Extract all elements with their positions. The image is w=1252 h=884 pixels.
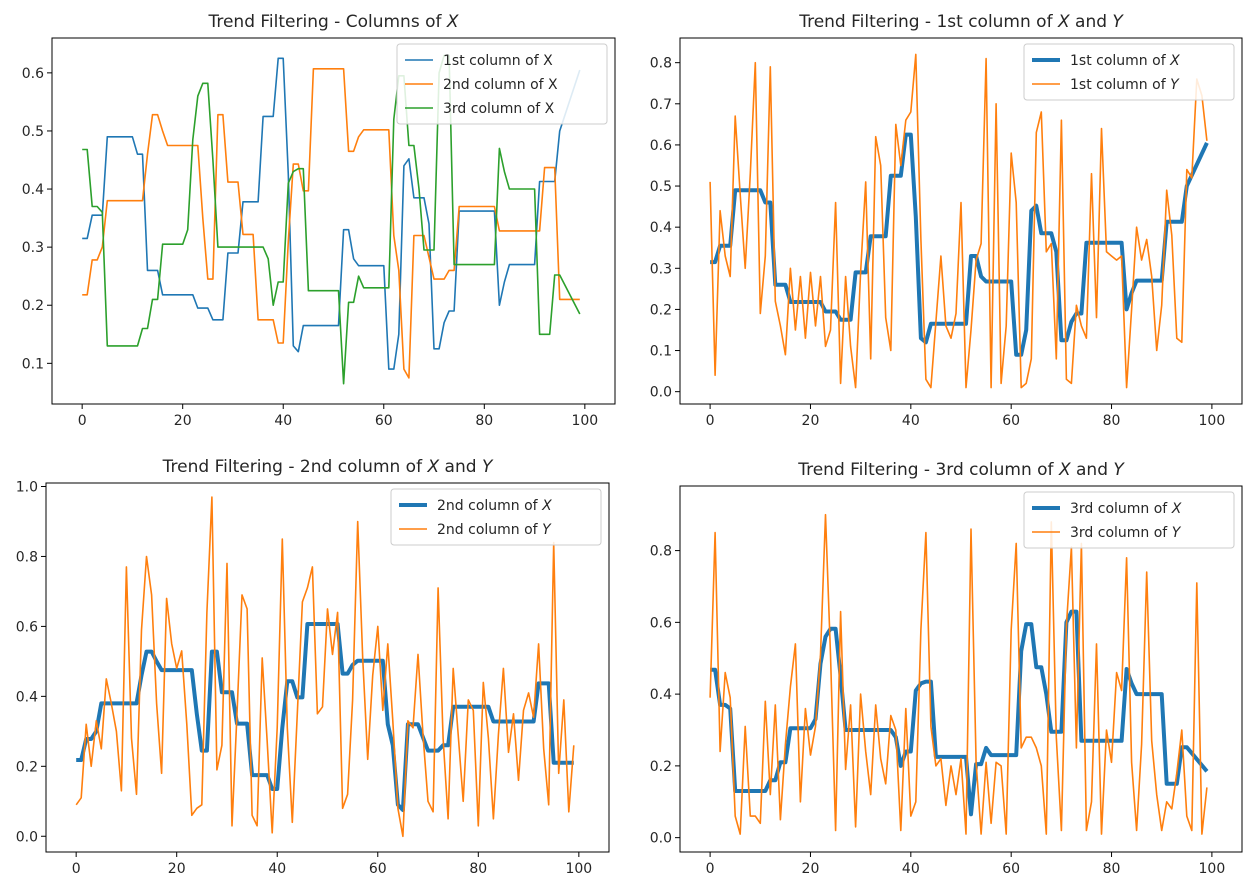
y-tick-label: 0.5 bbox=[22, 124, 44, 140]
x-tick-label: 20 bbox=[174, 413, 192, 429]
y-tick-label: 0.4 bbox=[16, 689, 38, 705]
series-line-2 bbox=[709, 513, 1208, 835]
series-group bbox=[709, 53, 1209, 389]
chart-title: Trend Filtering - 2nd column of X and Y bbox=[162, 457, 494, 477]
y-tick-label: 0.2 bbox=[650, 302, 672, 318]
legend-box bbox=[390, 488, 602, 546]
subplot-1: 0 20 40 60 80 100 0.1 0.2 0.3 0.4 0.5 0.6 Trend Filt… bbox=[22, 12, 616, 429]
x-tick-label: 40 bbox=[268, 861, 286, 877]
y-tick-label: 0.2 bbox=[22, 298, 44, 314]
x-tick-label: 40 bbox=[274, 413, 292, 429]
x-tick-label: 80 bbox=[469, 861, 487, 877]
series-group bbox=[709, 513, 1209, 835]
chart-title: Trend Filtering - 3rd column of X and Y bbox=[797, 460, 1125, 480]
legend: 1st column of X 1st column of Y bbox=[1023, 43, 1235, 101]
axes-frame bbox=[51, 37, 616, 405]
y-tick-label: 0.3 bbox=[650, 261, 672, 277]
x-tick-label: 20 bbox=[802, 413, 820, 429]
series-line-2 bbox=[82, 68, 580, 379]
x-tick-label: 40 bbox=[902, 861, 920, 877]
y-tick-label: 0.0 bbox=[650, 831, 672, 847]
x-tick-label: 0 bbox=[706, 861, 715, 877]
x-tick-label: 60 bbox=[369, 861, 387, 877]
legend-label: 3rd column of X bbox=[443, 101, 555, 117]
y-tick-label: 0.5 bbox=[650, 179, 672, 195]
legend: 2nd column of X 2nd column of Y bbox=[390, 488, 602, 546]
x-tick-label: 100 bbox=[565, 861, 592, 877]
x-tick-label: 100 bbox=[571, 413, 598, 429]
legend-label: 3rd column of Y bbox=[1070, 525, 1182, 541]
y-tick-label: 0.2 bbox=[650, 759, 672, 775]
x-tick-label: 60 bbox=[375, 413, 393, 429]
y-tick-label: 1.0 bbox=[16, 479, 38, 495]
series-group bbox=[75, 496, 575, 838]
legend-label: 2nd column of Y bbox=[437, 522, 552, 538]
y-tick-label: 0.8 bbox=[16, 549, 38, 565]
series-group bbox=[82, 54, 581, 385]
x-tick-label: 0 bbox=[72, 861, 81, 877]
x-tick-label: 80 bbox=[475, 413, 493, 429]
y-tick-label: 0.4 bbox=[22, 182, 44, 198]
chart-title: Trend Filtering - 1st column of X and Y bbox=[798, 12, 1124, 32]
legend-box bbox=[396, 43, 608, 125]
x-tick-label: 100 bbox=[1199, 413, 1226, 429]
y-tick-label: 0.7 bbox=[650, 97, 672, 113]
series-line-1 bbox=[76, 622, 574, 812]
y-tick-label: 0.0 bbox=[16, 829, 38, 845]
axes-frame bbox=[45, 482, 610, 853]
y-tick-label: 0.1 bbox=[22, 356, 44, 372]
axes-frame bbox=[679, 485, 1243, 853]
chart-title: Trend Filtering - Columns of X bbox=[207, 12, 458, 32]
y-tick-label: 0.4 bbox=[650, 687, 672, 703]
x-tick-label: 60 bbox=[1002, 413, 1020, 429]
series-line-2 bbox=[75, 496, 575, 838]
y-tick-label: 0.6 bbox=[650, 615, 672, 631]
x-tick-label: 40 bbox=[902, 413, 920, 429]
y-tick-label: 0.6 bbox=[650, 138, 672, 154]
legend-label: 1st column of Y bbox=[1070, 77, 1180, 93]
y-tick-label: 0.2 bbox=[16, 759, 38, 775]
series-line-3 bbox=[82, 54, 581, 385]
series-line-2 bbox=[709, 53, 1208, 389]
legend-label: 1st column of X bbox=[1070, 53, 1180, 69]
x-tick-label: 60 bbox=[1002, 861, 1020, 877]
y-tick-label: 0.3 bbox=[22, 240, 44, 256]
y-tick-label: 0.8 bbox=[650, 56, 672, 72]
legend-label: 2nd column of X bbox=[443, 77, 558, 93]
legend-label: 3rd column of X bbox=[1070, 501, 1182, 517]
legend-box bbox=[1023, 491, 1235, 549]
subplot-3: 0 20 40 60 80 100 0.0 0.2 0.4 0.6 0.8 1.0 Trend Filt… bbox=[16, 457, 610, 877]
legend-box bbox=[1023, 43, 1235, 101]
y-tick-label: 0.6 bbox=[16, 619, 38, 635]
x-tick-label: 0 bbox=[706, 413, 715, 429]
legend-label: 1st column of X bbox=[443, 53, 553, 69]
legend: 3rd column of X 3rd column of Y bbox=[1023, 491, 1235, 549]
x-tick-label: 20 bbox=[168, 861, 186, 877]
y-tick-label: 0.6 bbox=[22, 66, 44, 82]
subplot-2: 0 20 40 60 80 100 0.0 0.1 0.2 0.3 0.4 0.5 0.6 0.7 0.8 T… bbox=[650, 12, 1243, 429]
axes-frame bbox=[679, 37, 1243, 405]
legend: 1st column of X 2nd column of X 3rd column… bbox=[396, 43, 608, 125]
y-tick-label: 0.8 bbox=[650, 544, 672, 560]
y-tick-label: 0.4 bbox=[650, 220, 672, 236]
y-tick-label: 0.1 bbox=[650, 344, 672, 360]
x-tick-label: 80 bbox=[1103, 413, 1121, 429]
series-line-1 bbox=[710, 609, 1209, 817]
legend-label: 2nd column of X bbox=[437, 498, 552, 514]
subplot-4: 0 20 40 60 80 100 0.0 0.2 0.4 0.6 0.8 Trend Filteri… bbox=[650, 460, 1243, 877]
x-tick-label: 0 bbox=[78, 413, 87, 429]
x-tick-label: 100 bbox=[1199, 861, 1226, 877]
y-tick-label: 0.0 bbox=[650, 385, 672, 401]
x-tick-label: 80 bbox=[1103, 861, 1121, 877]
x-tick-label: 20 bbox=[802, 861, 820, 877]
